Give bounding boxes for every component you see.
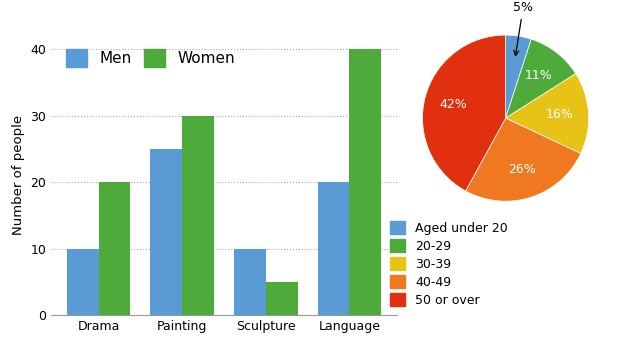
Text: 16%: 16% [546,108,573,121]
Wedge shape [506,35,531,118]
Text: 42%: 42% [440,98,467,111]
Legend: Aged under 20, 20-29, 30-39, 40-49, 50 or over: Aged under 20, 20-29, 30-39, 40-49, 50 o… [390,221,508,307]
Bar [99,182,131,315]
Legend: Men, Women: Men, Women [66,49,235,67]
Wedge shape [506,74,589,154]
Bar [150,149,182,315]
Wedge shape [422,35,506,191]
Bar [266,282,298,315]
Bar [317,182,349,315]
Bar [182,116,214,315]
Y-axis label: Number of people: Number of people [12,115,25,236]
Bar [349,49,381,315]
Text: 5%: 5% [513,1,533,55]
Text: 11%: 11% [525,69,552,82]
Wedge shape [465,118,580,201]
Bar [234,248,266,315]
Bar [67,248,99,315]
Wedge shape [506,39,576,118]
Text: 26%: 26% [508,163,536,176]
